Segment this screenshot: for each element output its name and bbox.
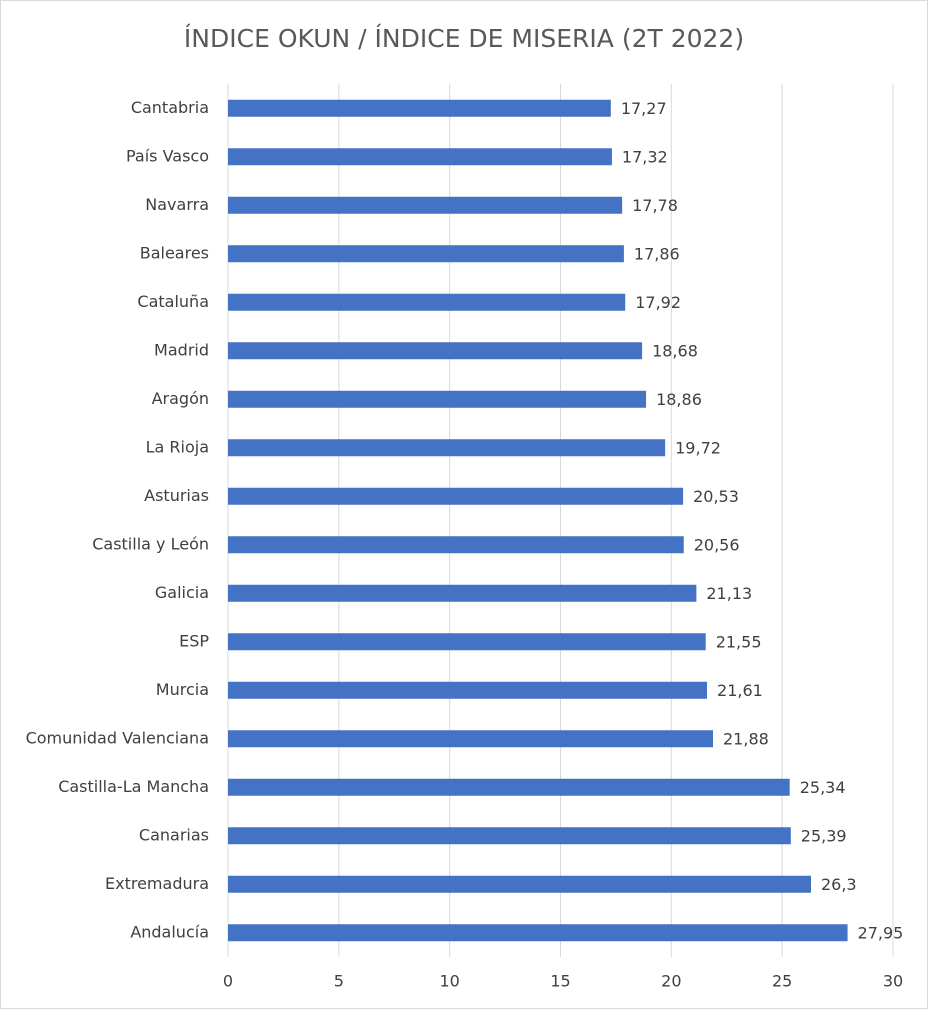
y-tick-label: Andalucía [130, 922, 209, 941]
data-label: 17,86 [634, 244, 680, 263]
bar [228, 633, 706, 651]
bar [228, 196, 623, 214]
y-tick-label: Murcia [156, 680, 209, 699]
x-tick-label: 10 [439, 972, 459, 991]
data-label: 19,72 [675, 438, 721, 457]
bar [228, 681, 708, 699]
data-label: 21,61 [717, 681, 763, 700]
bar [228, 148, 612, 166]
x-tick-label: 25 [772, 972, 792, 991]
data-label: 20,56 [694, 535, 740, 554]
data-label: 18,86 [656, 390, 702, 409]
y-tick-label: Asturias [144, 486, 209, 505]
data-label: 21,88 [723, 729, 769, 748]
bar [228, 342, 643, 360]
x-tick-label: 5 [334, 972, 344, 991]
x-tick-label: 20 [661, 972, 681, 991]
data-label: 25,39 [801, 826, 847, 845]
bar [228, 439, 666, 457]
data-label: 21,13 [706, 584, 752, 603]
y-tick-label: Madrid [154, 340, 209, 359]
data-label: 27,95 [858, 923, 904, 942]
bar [228, 487, 684, 505]
y-tick-label: País Vasco [126, 146, 209, 165]
y-tick-label: Navarra [145, 195, 209, 214]
y-tick-label: Cataluña [137, 292, 209, 311]
y-tick-label: Castilla-La Mancha [58, 777, 209, 796]
y-tick-label: Castilla y León [92, 534, 209, 553]
bar [228, 536, 684, 554]
chart-title: ÍNDICE OKUN / ÍNDICE DE MISERIA (2T 2022… [184, 24, 744, 53]
y-tick-label: Baleares [140, 243, 209, 262]
bar [228, 875, 811, 893]
bar [228, 293, 626, 311]
y-tick-label: ESP [179, 631, 209, 650]
x-tick-label: 0 [223, 972, 233, 991]
data-label: 17,32 [622, 147, 668, 166]
x-tick-label: 30 [883, 972, 903, 991]
y-tick-label: Galicia [155, 583, 209, 602]
data-label: 25,34 [800, 778, 846, 797]
data-label: 26,3 [821, 875, 857, 894]
x-tick-label: 15 [550, 972, 570, 991]
bar [228, 245, 624, 263]
data-label: 17,78 [632, 196, 678, 215]
bar [228, 584, 697, 602]
bar [228, 730, 714, 748]
bar [228, 924, 848, 942]
data-label: 21,55 [716, 632, 762, 651]
y-tick-label: La Rioja [146, 437, 209, 456]
bar [228, 99, 611, 117]
y-tick-label: Extremadura [105, 874, 209, 893]
y-tick-label: Cantabria [131, 98, 209, 117]
bar [228, 390, 647, 408]
data-label: 20,53 [693, 487, 739, 506]
y-tick-label: Aragón [152, 389, 209, 408]
data-label: 17,92 [635, 293, 681, 312]
y-tick-label: Comunidad Valenciana [26, 728, 209, 747]
bar [228, 827, 791, 845]
y-tick-label: Canarias [139, 825, 209, 844]
data-label: 18,68 [652, 341, 698, 360]
data-label: 17,27 [621, 99, 667, 118]
bar [228, 778, 790, 796]
